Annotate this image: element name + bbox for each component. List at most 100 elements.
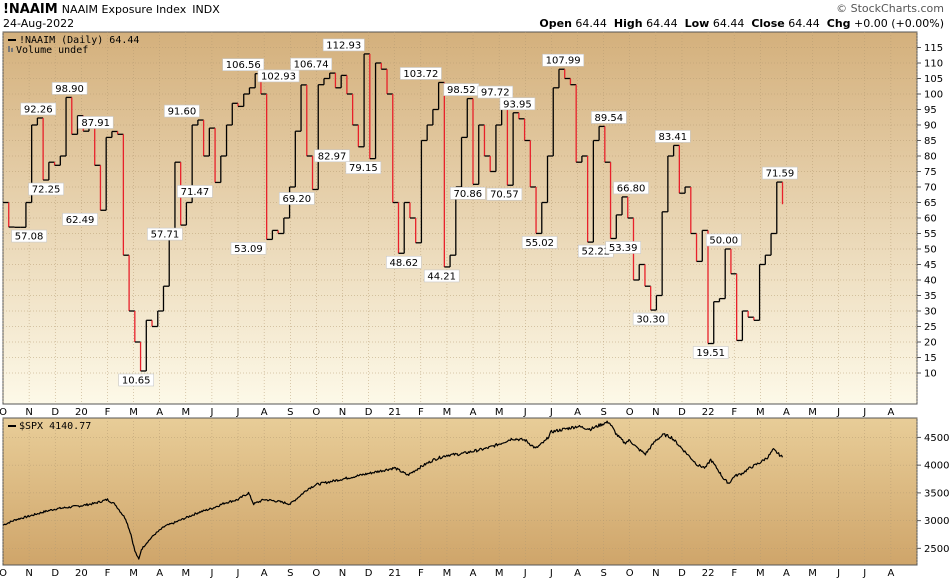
data-label-text: 71.59 [766,169,795,180]
y-tick-label: 50 [924,245,937,256]
data-label-text: 102.93 [261,71,296,82]
data-label-box [477,85,514,99]
x-tick-label: M [129,568,138,579]
y-tick-label: 45 [924,260,937,271]
x-tick-label: J [523,407,527,418]
y-tick-label: 110 [924,59,943,70]
data-label-box [222,58,265,71]
data-label-text: 71.47 [181,187,210,198]
data-label: 71.59 [762,166,798,180]
open-label: Open [539,17,572,30]
data-label: 53.39 [605,241,642,254]
data-label-text: 91.60 [168,107,197,118]
data-label-text: 30.30 [636,315,665,326]
x-tick-label: M [808,568,817,579]
data-label-box [164,104,200,118]
x-tick-label: D [51,568,59,579]
x-tick-label: 21 [388,568,401,579]
spx-legend: $SPX 4140.77 [8,421,91,432]
data-label-box [118,373,154,387]
y-tick-label: 95 [924,105,937,116]
data-label: 66.80 [613,181,649,195]
symbol-description: NAAIM Exposure Index [61,3,187,16]
data-label-text: 98.90 [55,84,84,95]
x-tick-label: A [783,568,790,579]
data-label: 48.62 [386,255,422,269]
data-label-text: 79.15 [349,163,378,174]
data-label-text: 87.91 [81,118,110,129]
x-tick-label: A [156,568,163,579]
x-tick-label: J [549,407,553,418]
data-label-box [613,181,649,195]
x-tick-label: A [574,407,581,418]
x-tick-label: D [51,407,59,418]
data-label-box [605,241,642,254]
x-tick-label: 20 [75,407,88,418]
data-label: 93.95 [499,97,536,111]
chg-label: Chg [826,17,851,30]
data-label-text: 92.26 [24,104,53,115]
x-tick-label: A [887,568,894,579]
data-label-box [290,57,333,71]
data-label: 91.60 [164,104,200,118]
data-label: 103.72 [399,67,442,80]
y-tick-label: 75 [924,167,937,178]
brand-watermark: © StockCharts.com [836,2,944,15]
x-tick-label: M [443,407,452,418]
x-tick-label: A [261,568,268,579]
x-tick-label: D [678,568,686,579]
data-label: 97.72 [477,85,514,99]
data-label-text: 52.22 [581,247,610,258]
x-tick-label: F [418,407,424,418]
data-label-box [77,116,114,129]
x-tick-label: A [156,407,163,418]
chart-date: 24-Aug-2022 [3,17,75,30]
x-tick-label: N [652,568,659,579]
naaim-panel: 10 15 20 25 30 35 40 45 50 55 60 65 70 75 80 85 90 95 100 1… [0,31,943,418]
y-tick-label: 20 [924,338,937,349]
x-tick-label: S [287,407,293,418]
data-label-box [322,38,365,52]
x-tick-label: F [105,568,111,579]
data-label: 112.93 [322,38,365,52]
data-label: 106.56 [222,58,265,71]
data-label: 72.25 [28,182,64,196]
x-tick-label: F [418,568,424,579]
x-tick-label: F [105,407,111,418]
x-tick-label: O [626,407,634,418]
data-label-box [499,97,536,111]
data-label: 83.41 [655,130,691,143]
x-tick-label: O [312,407,320,418]
data-label: 62.49 [62,212,98,226]
data-label-text: 89.54 [595,113,624,124]
x-tick-label: N [25,568,32,579]
data-label: 30.30 [632,312,669,326]
x-tick-label: A [470,407,477,418]
data-label-text: 57.71 [151,230,180,241]
volume-swatch [8,46,10,52]
data-label: 57.71 [147,227,183,241]
x-tick-label: 21 [388,407,401,418]
x-tick-label: J [836,407,840,418]
data-label-text: 69.20 [282,194,311,205]
y-tick-label: 40 [924,276,937,287]
y-tick-label: 80 [924,152,937,163]
y-tick-label: 90 [924,121,937,132]
high-label: High [613,17,643,30]
x-tick-label: J [236,407,240,418]
x-tick-label: M [808,407,817,418]
data-label-box [230,242,267,255]
data-label-text: 103.72 [403,69,438,80]
data-label: 69.20 [278,192,315,205]
x-tick-label: M [756,568,765,579]
data-label-text: 72.25 [32,185,61,196]
data-label-text: 10.65 [122,375,151,386]
x-tick-label: J [236,568,240,579]
data-label-box [705,233,742,247]
x-tick-label: D [365,407,373,418]
low-label: Low [684,17,710,30]
x-tick-label: J [862,407,866,418]
legend-text: $SPX 4140.77 [19,421,91,432]
x-tick-label: A [261,407,268,418]
